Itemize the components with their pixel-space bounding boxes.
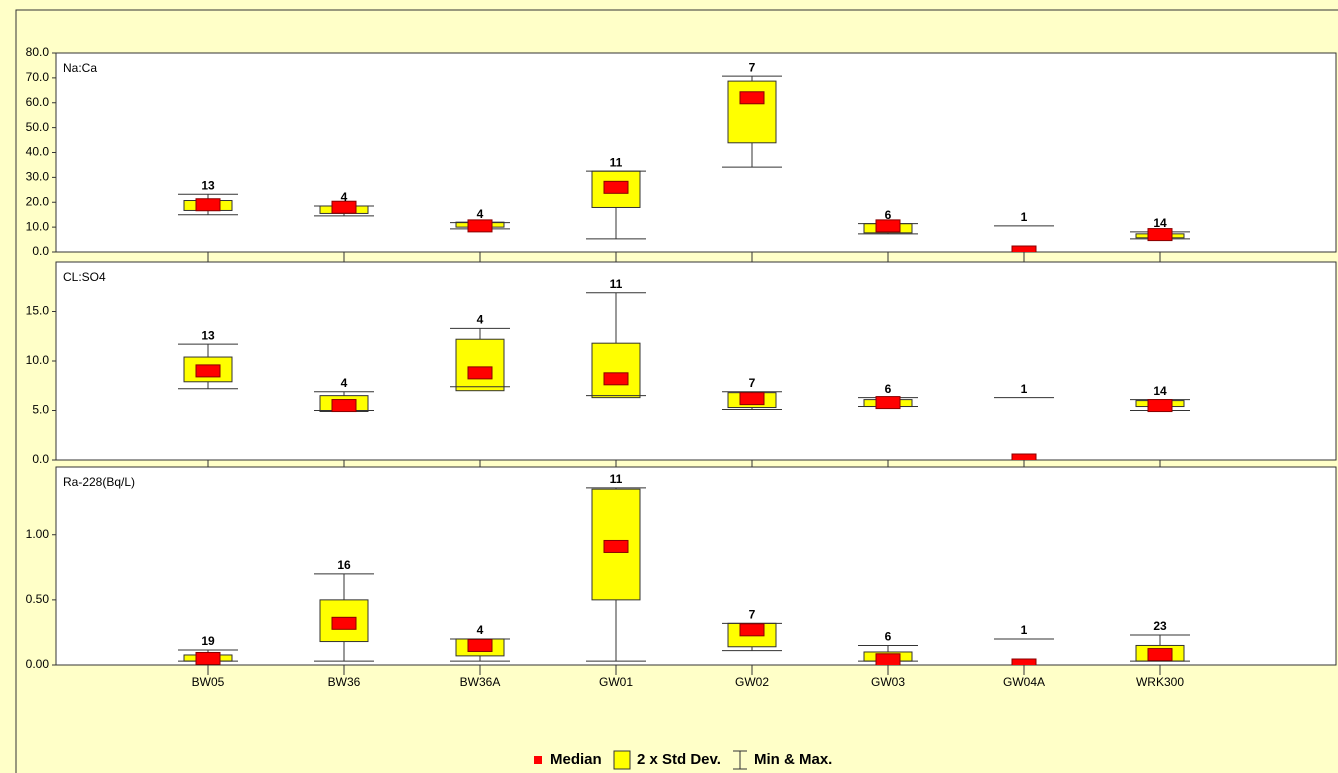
count-label: 4 — [341, 376, 348, 390]
count-label: 23 — [1153, 619, 1167, 633]
median — [603, 180, 629, 194]
median — [1011, 245, 1037, 252]
median — [739, 91, 765, 105]
count-label: 4 — [477, 313, 484, 327]
count-label: 1 — [1021, 210, 1028, 224]
y-tick-label: 0.0 — [32, 452, 49, 466]
y-tick-label: 10.0 — [26, 219, 50, 233]
median — [331, 200, 357, 214]
median — [875, 396, 901, 410]
legend-median: Median — [550, 751, 602, 768]
y-tick-label: 40.0 — [26, 145, 50, 159]
count-label: 11 — [610, 472, 623, 486]
count-label: 6 — [885, 630, 892, 644]
median — [1147, 228, 1173, 242]
median — [1011, 453, 1037, 460]
boxes — [178, 75, 1190, 252]
y-tick-label: 70.0 — [26, 70, 50, 84]
legend-whisker: Min & Max. — [754, 751, 832, 768]
y-tick-label: 50.0 — [26, 120, 50, 134]
y-tick-label: 30.0 — [26, 170, 50, 184]
panel-title: Na:Ca — [63, 61, 97, 75]
count-label: 1 — [1021, 623, 1028, 637]
count-label: 14 — [1153, 384, 1167, 398]
panel-title: CL:SO4 — [63, 270, 106, 284]
panel — [55, 466, 1337, 666]
x-tick-label: BW05 — [192, 675, 225, 689]
median — [195, 364, 221, 378]
frame — [15, 9, 1338, 773]
median — [603, 372, 629, 386]
count-label: 6 — [885, 382, 892, 396]
median — [195, 651, 221, 665]
median — [467, 366, 493, 380]
median — [331, 399, 357, 413]
count-label: 7 — [749, 60, 756, 74]
count-label: 11 — [610, 277, 623, 291]
legend-box: 2 x Std Dev. — [637, 751, 721, 768]
count-label: 6 — [885, 208, 892, 222]
y-tick-label: 5.0 — [32, 403, 49, 417]
count-label: 13 — [201, 178, 215, 192]
x-tick-label: BW36A — [460, 675, 501, 689]
panel — [55, 52, 1337, 253]
median — [739, 392, 765, 406]
count-label: 19 — [201, 634, 215, 648]
median — [875, 219, 901, 233]
median — [739, 623, 765, 637]
median — [1011, 658, 1037, 665]
y-tick-label: 0.50 — [26, 592, 50, 606]
x-tick-label: BW36 — [328, 675, 361, 689]
y-tick-label: 0.00 — [26, 657, 50, 671]
legend-box-swatch — [613, 750, 631, 770]
std-box — [591, 342, 641, 399]
median — [331, 616, 357, 630]
y-tick-label: 80.0 — [26, 45, 50, 59]
y-tick-label: 20.0 — [26, 194, 50, 208]
count-label: 14 — [1153, 216, 1167, 230]
x-tick-label: GW03 — [871, 675, 905, 689]
count-label: 13 — [201, 328, 215, 342]
count-label: 4 — [477, 623, 484, 637]
count-label: 1 — [1021, 382, 1028, 396]
x-tick-label: GW02 — [735, 675, 769, 689]
y-tick-label: 0.0 — [32, 244, 49, 258]
median — [875, 653, 901, 665]
x-tick-label: GW04A — [1003, 675, 1045, 689]
median — [1147, 399, 1173, 413]
boxes — [178, 487, 1190, 665]
y-tick-label: 60.0 — [26, 95, 50, 109]
x-tick-label: WRK300 — [1136, 675, 1184, 689]
count-label: 16 — [337, 558, 351, 572]
boxes — [178, 292, 1190, 460]
y-tick-label: 15.0 — [26, 304, 50, 318]
legend-median-swatch — [534, 756, 542, 764]
median — [195, 198, 221, 212]
panel-title: Ra-228(Bq/L) — [63, 475, 135, 489]
legend-whisker-swatch — [733, 750, 747, 770]
y-tick-label: 10.0 — [26, 353, 50, 367]
count-label: 4 — [477, 207, 484, 221]
count-label: 7 — [749, 607, 756, 621]
count-label: 11 — [610, 155, 623, 169]
y-tick-label: 1.00 — [26, 527, 50, 541]
count-label: 4 — [341, 190, 348, 204]
count-label: 7 — [749, 376, 756, 390]
median — [1147, 648, 1173, 662]
median — [603, 539, 629, 553]
std-box — [727, 80, 777, 144]
median — [467, 638, 493, 652]
std-box — [455, 338, 505, 392]
panel — [55, 261, 1337, 461]
median — [467, 219, 493, 233]
x-tick-label: GW01 — [599, 675, 633, 689]
